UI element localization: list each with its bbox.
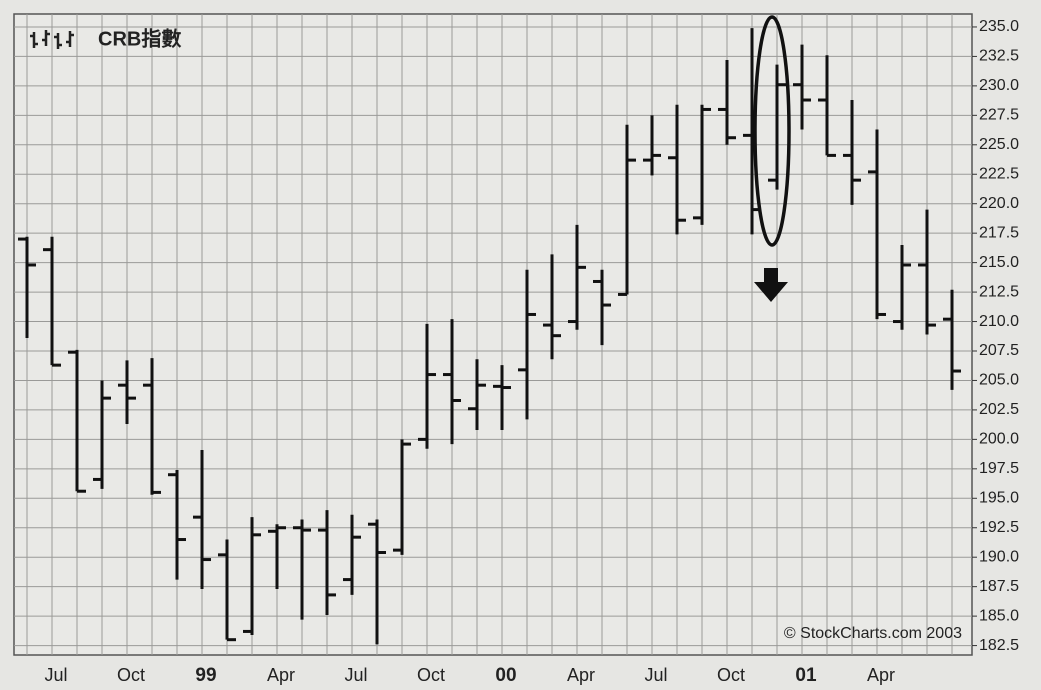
x-tick-label: Apr bbox=[267, 665, 295, 685]
x-tick-label: Oct bbox=[717, 665, 745, 685]
y-tick-label: 195.0 bbox=[979, 490, 1019, 507]
y-tick-label: 210.0 bbox=[979, 313, 1019, 330]
y-tick-label: 217.5 bbox=[979, 224, 1019, 241]
y-tick-label: 197.5 bbox=[979, 460, 1019, 477]
y-tick-label: 235.0 bbox=[979, 18, 1019, 35]
x-tick-label: Jul bbox=[644, 665, 667, 685]
y-tick-label: 182.5 bbox=[979, 637, 1019, 654]
y-tick-label: 207.5 bbox=[979, 342, 1019, 359]
y-tick-label: 190.0 bbox=[979, 548, 1019, 565]
legend-icon bbox=[30, 30, 74, 49]
x-tick-label: Oct bbox=[417, 665, 445, 685]
highlight-ellipse bbox=[753, 15, 791, 247]
x-tick-label: Jul bbox=[44, 665, 67, 685]
y-tick-label: 192.5 bbox=[979, 519, 1019, 536]
y-tick-label: 225.0 bbox=[979, 136, 1019, 153]
x-tick-label: Oct bbox=[117, 665, 145, 685]
x-tick-label: Apr bbox=[567, 665, 595, 685]
grid bbox=[14, 14, 972, 655]
y-tick-label: 220.0 bbox=[979, 195, 1019, 212]
x-tick-label: 00 bbox=[495, 665, 516, 686]
y-tick-label: 232.5 bbox=[979, 48, 1019, 65]
x-tick-label: 99 bbox=[195, 665, 216, 686]
x-tick-label: Jul bbox=[344, 665, 367, 685]
y-tick-label: 215.0 bbox=[979, 254, 1019, 271]
y-tick-label: 200.0 bbox=[979, 431, 1019, 448]
y-tick-label: 222.5 bbox=[979, 165, 1019, 182]
y-tick-label: 230.0 bbox=[979, 77, 1019, 94]
y-tick-label: 202.5 bbox=[979, 401, 1019, 418]
y-tick-label: 185.0 bbox=[979, 607, 1019, 624]
x-tick-label: 01 bbox=[795, 665, 817, 686]
x-tick-label: Apr bbox=[867, 665, 895, 685]
plot-area bbox=[13, 13, 973, 656]
bars bbox=[18, 28, 961, 645]
y-tick-label: 205.0 bbox=[979, 372, 1019, 389]
y-tick-label: 227.5 bbox=[979, 107, 1019, 124]
down-arrow bbox=[754, 268, 788, 302]
y-tick-label: 187.5 bbox=[979, 578, 1019, 595]
chart-title: CRB指數 bbox=[98, 26, 181, 50]
y-tick-label: 212.5 bbox=[979, 283, 1019, 300]
source-note: © StockCharts.com 2003 bbox=[784, 625, 962, 642]
